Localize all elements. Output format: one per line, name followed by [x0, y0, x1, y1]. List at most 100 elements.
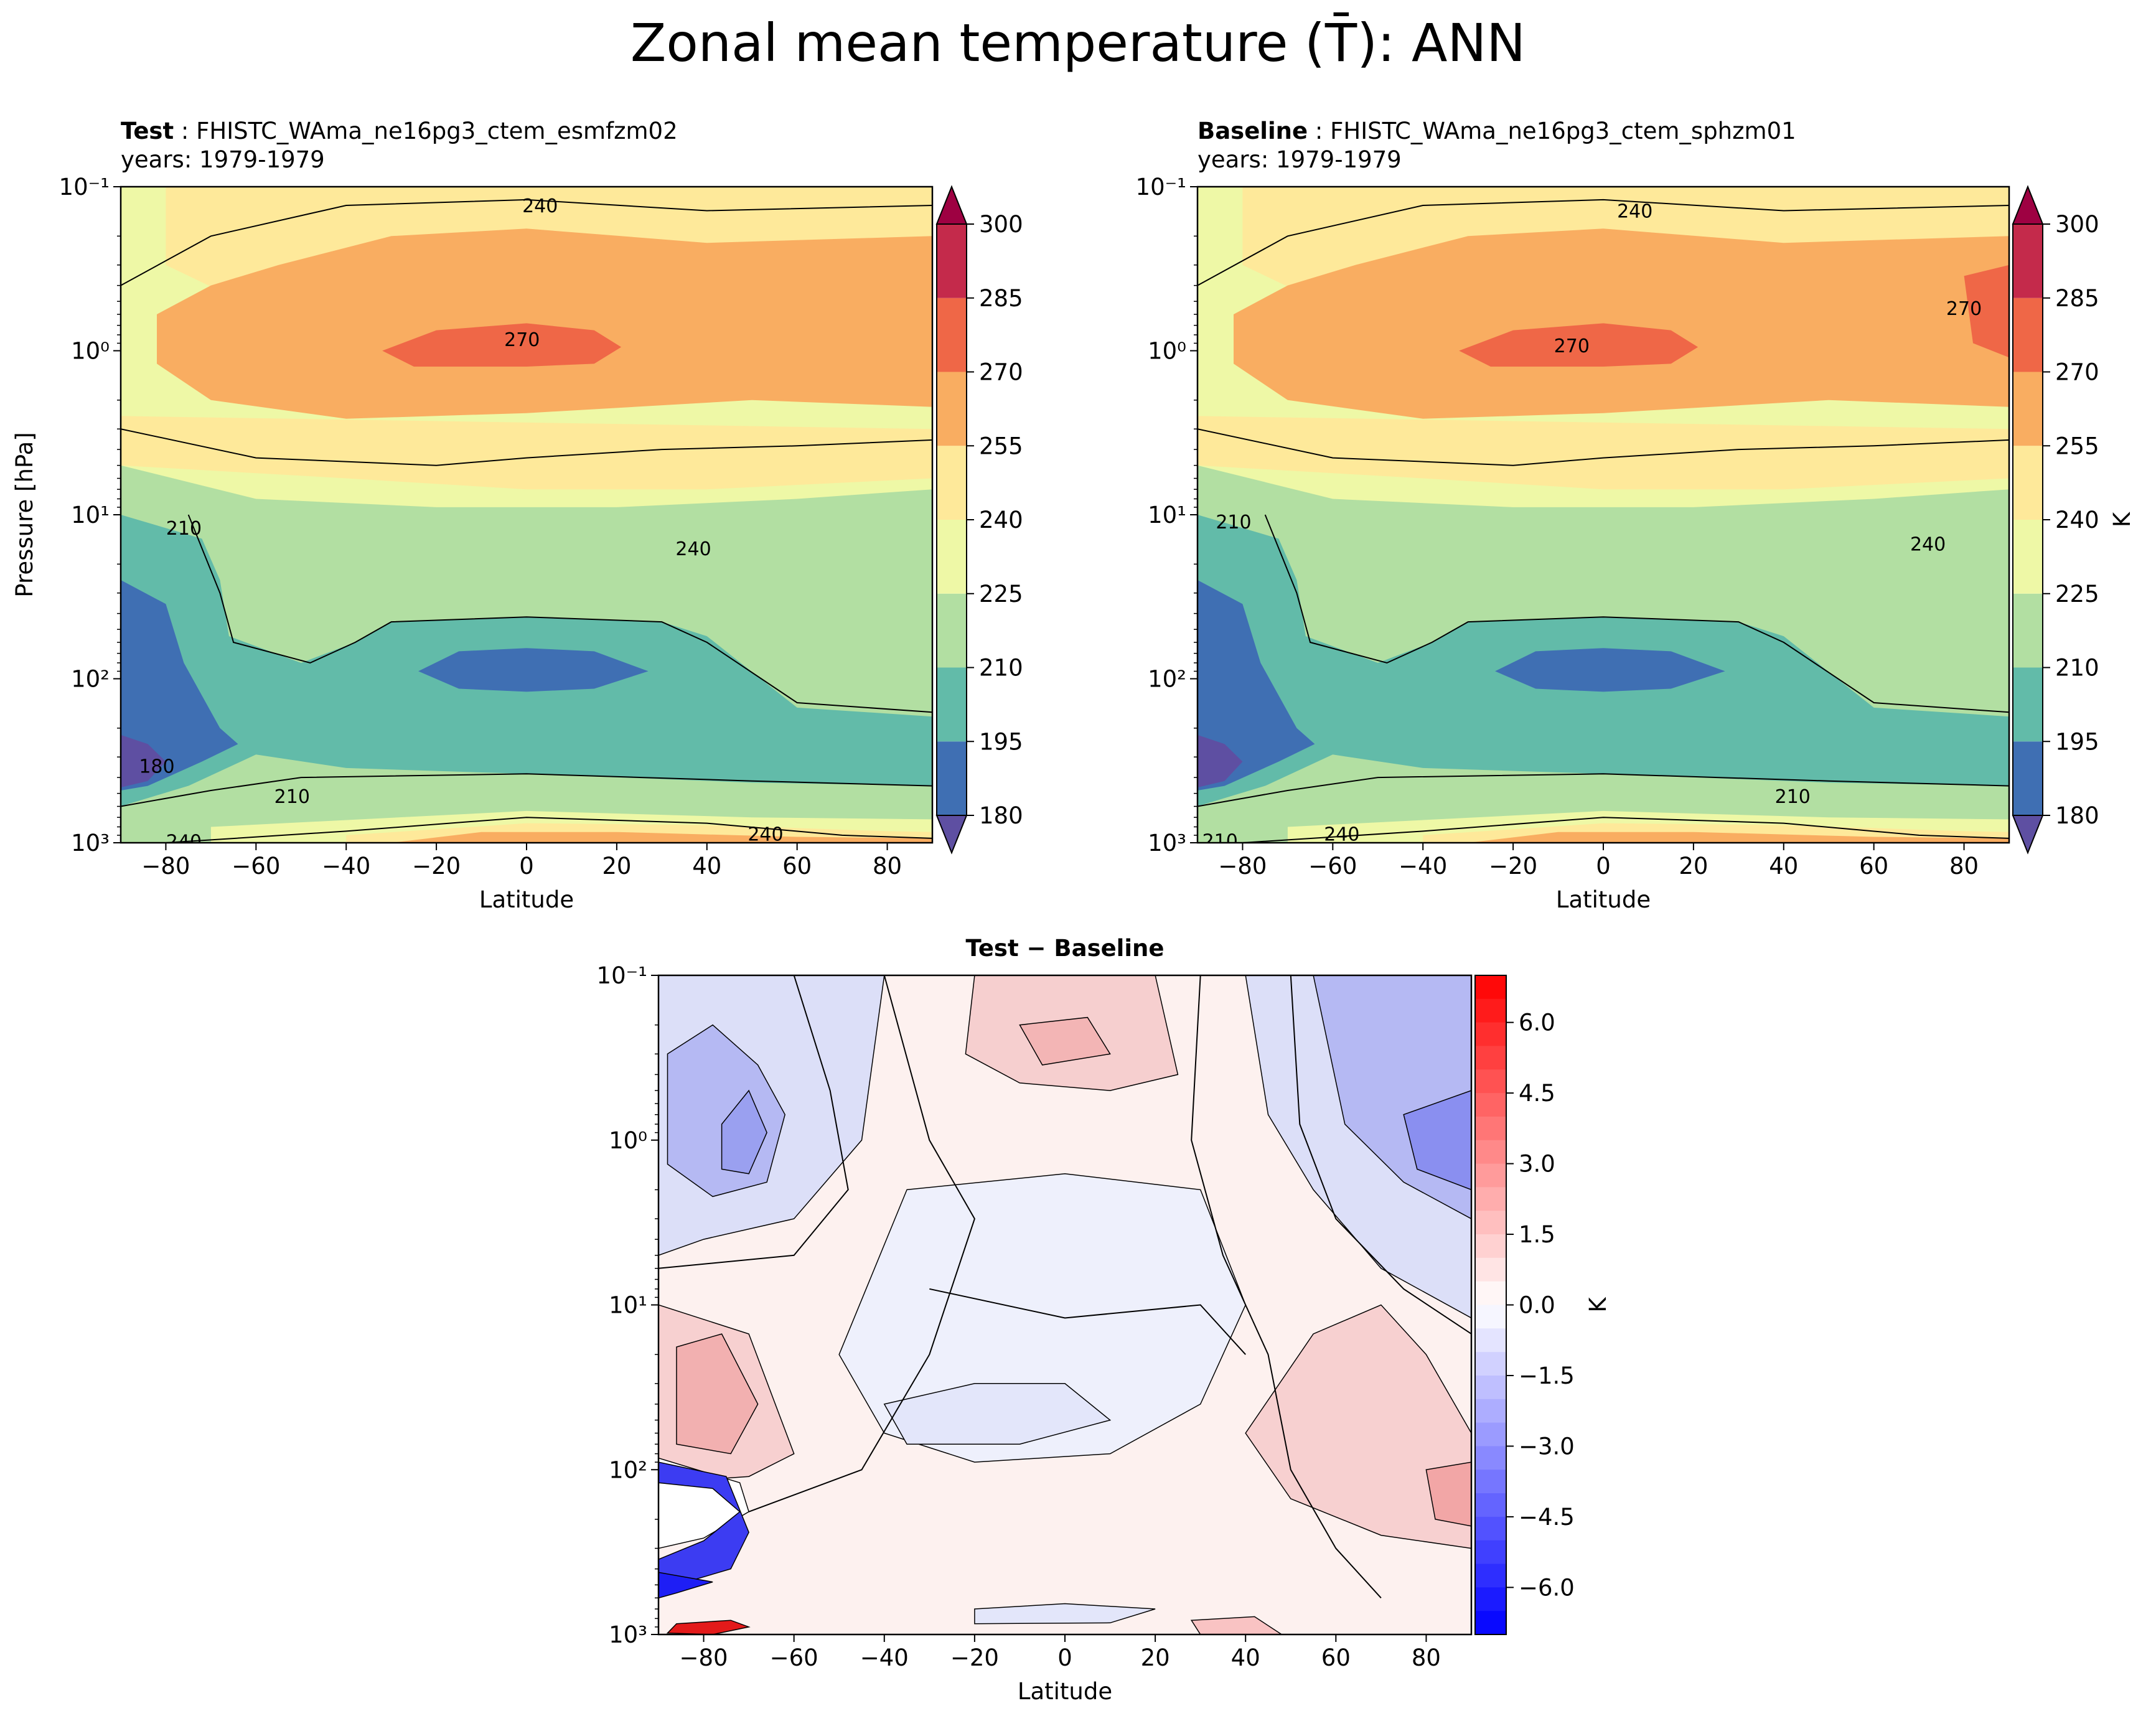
baseline-colorbar-segment	[2013, 298, 2043, 372]
test-panel-title: Test : FHISTC_WAma_ne16pg3_ctem_esmfzm02…	[121, 117, 678, 174]
difference-contour-band	[721, 1089, 767, 1175]
difference-contour-band	[1245, 1304, 1471, 1549]
test-x-tick-label: 0	[519, 853, 534, 879]
baseline-contour-band	[1468, 832, 2009, 843]
test-colorbar-extend-top	[935, 185, 968, 225]
difference-contour-band	[1019, 1016, 1111, 1066]
difference-contour-line	[1191, 975, 1382, 1598]
test-colorbar-segment	[937, 446, 967, 520]
difference-colorbar-segment	[1475, 975, 1506, 1000]
test-contour-label: 240	[748, 823, 783, 845]
difference-colorbar-segment	[1475, 1305, 1506, 1329]
baseline-panel-title: Baseline : FHISTC_WAma_ne16pg3_ctem_sphz…	[1198, 117, 1796, 174]
test-contour-line	[187, 514, 932, 713]
test-colorbar-segment	[937, 520, 967, 594]
baseline-contour-band	[1495, 648, 1725, 692]
difference-contour-line	[929, 1288, 1246, 1355]
baseline-colorbar-tick-label: 285	[2055, 285, 2099, 312]
baseline-contour-band	[1198, 579, 1315, 790]
test-x-axis-label: Latitude	[479, 886, 574, 913]
test-colorbar-tick-label: 285	[979, 285, 1023, 312]
test-contour-line	[121, 773, 932, 807]
baseline-colorbar-segment	[2013, 224, 2043, 298]
baseline-contour-label: 240	[1617, 201, 1652, 223]
test-x-tick-label: −80	[141, 853, 190, 879]
test-contour-label: 270	[504, 329, 540, 351]
difference-colorbar-tick-label: −6.0	[1519, 1574, 1575, 1601]
difference-contour-line	[1290, 975, 1471, 1334]
test-y-tick-label: 10³	[71, 830, 110, 856]
baseline-contour-line	[1198, 199, 2009, 286]
difference-colorbar-segment	[1475, 1540, 1506, 1565]
difference-x-tick-label: 0	[1057, 1644, 1072, 1671]
test-colorbar-tick-label: 300	[979, 211, 1023, 238]
difference-colorbar-tick-label: 3.0	[1519, 1151, 1555, 1178]
difference-filled-contours	[659, 975, 1471, 1634]
baseline-contour-band	[1198, 734, 1243, 788]
difference-colorbar-segment	[1475, 1352, 1506, 1376]
difference-x-tick-label: 80	[1412, 1644, 1441, 1671]
test-contour-label: 210	[274, 786, 310, 808]
difference-x-tick-label: −40	[860, 1644, 909, 1671]
difference-colorbar-segment	[1475, 1281, 1506, 1305]
difference-colorbar-segment	[1475, 1422, 1506, 1447]
difference-colorbar-segment	[1475, 1022, 1506, 1046]
test-contour-band	[121, 774, 932, 835]
baseline-years: years: 1979-1979	[1198, 146, 1402, 173]
difference-x-tick-label: −60	[770, 1644, 818, 1671]
difference-colorbar-segment	[1475, 1187, 1506, 1211]
difference-y-tick-label: 10⁻¹	[597, 962, 647, 989]
baseline-colorbar-label: K	[2109, 511, 2135, 527]
baseline-colorbar-segment	[2013, 741, 2043, 815]
baseline-colorbar-segment	[2013, 593, 2043, 668]
baseline-y-tick-label: 10²	[1148, 666, 1186, 693]
test-colorbar-segment	[937, 593, 967, 668]
baseline-contour-label: 210	[1202, 831, 1238, 853]
difference-colorbar-segment	[1475, 1587, 1506, 1611]
test-colorbar-tick-label: 195	[979, 728, 1023, 755]
difference-contour-band	[1403, 1090, 1471, 1191]
difference-contour-band	[659, 1572, 713, 1599]
difference-colorbar-tick-label: −1.5	[1519, 1362, 1575, 1389]
test-colorbar-segment	[937, 224, 967, 298]
difference-x-tick-label: 60	[1321, 1644, 1351, 1671]
baseline-x-tick-label: 40	[1769, 853, 1798, 879]
difference-colorbar-segment	[1475, 1328, 1506, 1353]
difference-colorbar-tick-label: 6.0	[1519, 1010, 1555, 1036]
test-years: years: 1979-1979	[121, 146, 325, 173]
difference-colorbar-segment	[1475, 1093, 1506, 1117]
difference-contour-band	[838, 1173, 1247, 1463]
test-colorbar: 180 195 210 225 240 255 270 285 300	[935, 185, 1023, 855]
baseline-contour-band	[1964, 265, 2009, 358]
baseline-colorbar-segment	[2013, 372, 2043, 446]
difference-panel-title: Test − Baseline	[965, 935, 1165, 962]
test-plot-area: 240 270 240 210 180 210 240 240	[121, 187, 932, 845]
difference-contour-band	[666, 1620, 751, 1634]
test-colorbar-segment	[937, 372, 967, 446]
difference-colorbar-tick-label: −3.0	[1519, 1433, 1575, 1460]
difference-colorbar-segment	[1475, 1211, 1506, 1235]
baseline-y-tick-label: 10³	[1148, 830, 1186, 856]
baseline-contour-line	[1198, 773, 2009, 807]
test-y-axis-label: Pressure [hPa]	[11, 432, 38, 597]
test-axes: −80 −60 −40 −20 0 20 40 60 80 10⁻¹ 10⁰ 10¹ 10² 10³ Lat…	[11, 174, 934, 913]
difference-contour-line	[748, 975, 975, 1512]
test-contour-band	[121, 734, 166, 788]
difference-contour-band	[1190, 1616, 1283, 1634]
baseline-case-name: FHISTC_WAma_ne16pg3_ctem_sphzm01	[1330, 118, 1796, 144]
test-filled-contours: 240 270 240 210 180 210 240 240	[121, 187, 932, 845]
difference-axes: −80 −60 −40 −20 0 20 40 60 80 10⁻¹ 10⁰ 10¹ 10² 10³ Lat…	[597, 962, 1473, 1705]
test-colorbar-segment	[937, 667, 967, 742]
test-case-name: FHISTC_WAma_ne16pg3_ctem_esmfzm02	[196, 118, 678, 144]
test-x-tick-label: 40	[692, 853, 721, 879]
difference-colorbar-segment	[1475, 1116, 1506, 1141]
difference-colorbar: 6.0 4.5 3.0 1.5 0.0 −1.5 −3.0 −4.5 −6.0 K	[1474, 975, 1611, 1635]
baseline-colorbar-extend-top	[2012, 185, 2044, 225]
baseline-x-tick-label: −80	[1218, 853, 1267, 879]
test-x-tick-label: −40	[322, 853, 370, 879]
difference-colorbar-segment	[1475, 1446, 1506, 1470]
test-x-tick-label: −20	[412, 853, 461, 879]
test-x-tick-label: 60	[782, 853, 812, 879]
difference-colorbar-segment	[1475, 1234, 1506, 1259]
difference-x-tick-label: −80	[680, 1644, 728, 1671]
